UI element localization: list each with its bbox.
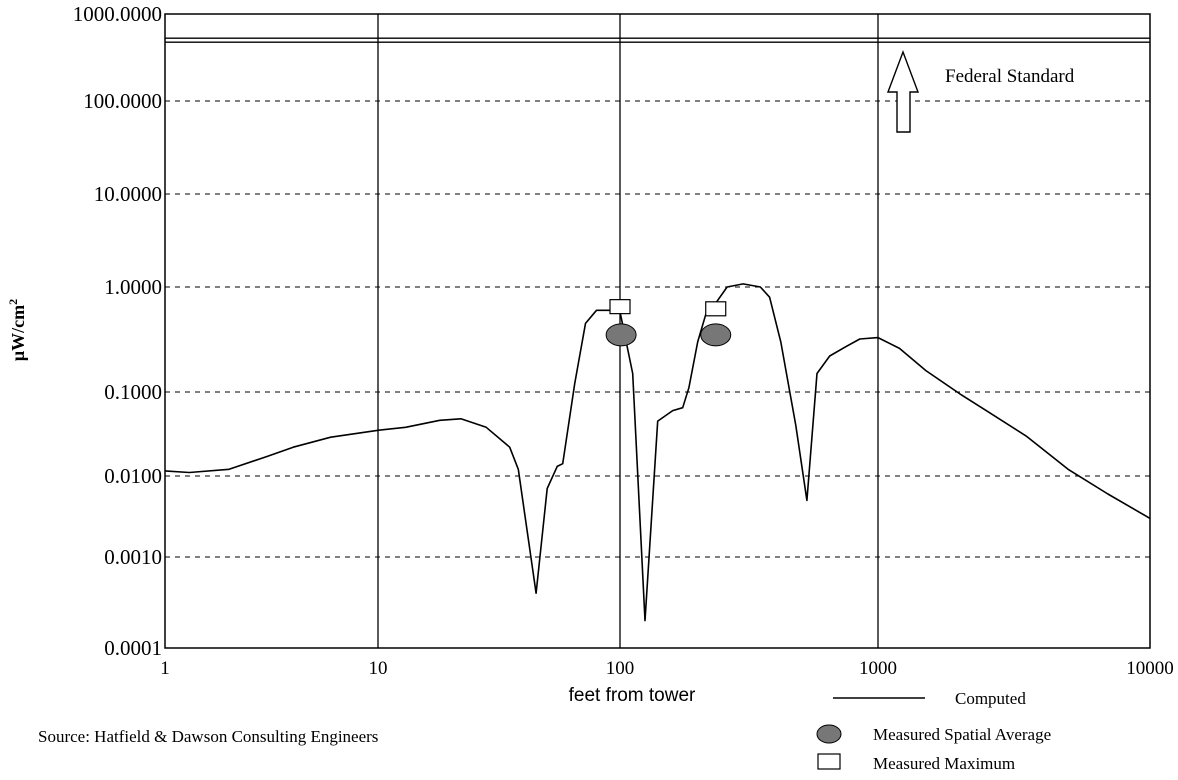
x-tick-label: 10	[369, 658, 388, 679]
y-tick-label: 0.1000	[104, 380, 162, 404]
x-tick-label: 1	[160, 658, 170, 679]
x-tick-label: 10000	[1126, 658, 1174, 679]
y-tick-label: 100.0000	[83, 89, 162, 113]
series-layer	[165, 284, 1150, 621]
maximum-point	[610, 300, 630, 314]
federal-standard-layer	[165, 38, 1150, 42]
legend-label-maximum: Measured Maximum	[873, 754, 1015, 773]
x-axis-label: feet from tower	[569, 685, 696, 706]
legend-ellipse-marker	[817, 725, 841, 743]
y-tick-label: 1000.0000	[73, 2, 162, 26]
y-axis-label-sup: 2	[6, 299, 20, 305]
y-tick-label: 1.0000	[104, 275, 162, 299]
x-tick-labels: 1 10 100 1000 10000	[160, 658, 1174, 679]
y-tick-label: 0.0001	[104, 636, 162, 660]
federal-standard-label: Federal Standard	[945, 66, 1075, 87]
grid-layer	[165, 14, 1150, 648]
x-tick-label: 1000	[859, 658, 897, 679]
y-tick-label: 10.0000	[94, 182, 162, 206]
legend-square-marker	[818, 754, 840, 769]
spatial-average-point	[606, 324, 636, 346]
computed-series-line	[165, 284, 1150, 621]
y-tick-label: 0.0100	[104, 464, 162, 488]
maximum-point	[706, 302, 726, 316]
legend-label-spatial-average: Measured Spatial Average	[873, 725, 1051, 744]
up-arrow-icon	[888, 52, 918, 132]
y-tick-label: 0.0010	[104, 545, 162, 569]
plot-frame	[165, 14, 1150, 648]
source-note: Source: Hatfield & Dawson Consulting Eng…	[38, 727, 378, 746]
spatial-average-point	[701, 324, 731, 346]
y-tick-labels: 0.0001 0.0010 0.0100 0.1000 1.0000 10.0000 100…	[73, 2, 162, 660]
x-tick-label: 100	[606, 658, 635, 679]
y-axis-label-main: μW/cm	[8, 305, 28, 361]
legend: Computed Measured Spatial Average Measur…	[817, 689, 1051, 773]
legend-label-computed: Computed	[955, 689, 1026, 708]
y-axis-label: μW/cm2	[6, 299, 28, 361]
